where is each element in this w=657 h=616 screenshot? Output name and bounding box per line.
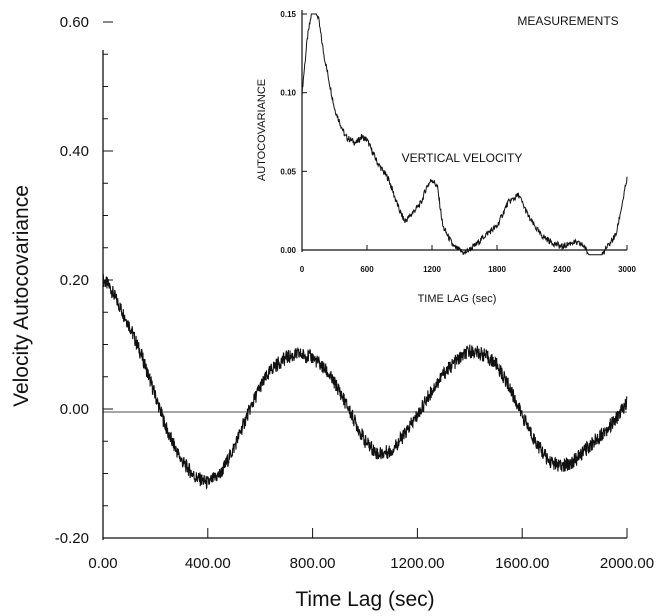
inset-annotation: VERTICAL VELOCITY — [402, 151, 523, 165]
inset-y-axis-label: AUTOCOVARIANCE — [256, 79, 268, 181]
main-x-axis-label: Time Lag (sec) — [295, 588, 434, 611]
main-y-tick-label: 0.20 — [60, 272, 89, 289]
inset-chart: 0.00 0.05 0.10 0.15 0 600 1200 1800 2400 3000 ME… — [256, 6, 655, 306]
inset-title: MEASUREMENTS — [517, 14, 618, 28]
main-x-tick-label: 2000.00 — [600, 555, 654, 572]
main-x-tick-label: 800.00 — [290, 555, 336, 572]
inset-y-tick-label: 0.10 — [280, 89, 296, 98]
main-series-line — [102, 274, 628, 490]
inset-x-tick-label: 1200 — [423, 265, 441, 274]
inset-x-axis-label: TIME LAG (sec) — [418, 293, 497, 305]
main-y-tick-label: 0.40 — [60, 143, 89, 160]
inset-x-tick-label: 3000 — [618, 265, 636, 274]
main-y-tick-label: -0.20 — [55, 530, 89, 547]
main-x-tick-label: 0.00 — [88, 555, 117, 572]
inset-x-tick-label: 600 — [360, 265, 374, 274]
main-x-ticks: 0.00 400.00 800.00 1200.00 1600.00 2000.00 — [88, 528, 654, 572]
inset-background — [270, 6, 655, 306]
main-chart: -0.20 0.00 0.20 0.40 0.60 0.00 400.00 800.00 12… — [10, 14, 654, 611]
inset-x-tick-label: 0 — [300, 265, 305, 274]
inset-y-tick-label: 0.15 — [280, 10, 296, 19]
inset-y-tick-label: 0.05 — [280, 167, 296, 176]
main-y-ticks: -0.20 0.00 0.20 0.40 0.60 — [55, 14, 113, 547]
inset-y-tick-label: 0.00 — [280, 246, 296, 255]
main-y-axis-label: Velocity Autocovariance — [10, 185, 33, 407]
main-x-tick-label: 1200.00 — [390, 555, 444, 572]
main-y-tick-label: 0.00 — [60, 401, 89, 418]
inset-x-tick-label: 2400 — [553, 265, 571, 274]
inset-x-tick-label: 1800 — [488, 265, 506, 274]
main-x-tick-label: 400.00 — [185, 555, 231, 572]
inset-series-line — [301, 13, 628, 256]
inset-y-ticks: 0.00 0.05 0.10 0.15 — [280, 10, 307, 255]
main-x-tick-label: 1600.00 — [495, 555, 549, 572]
main-y-tick-label: 0.60 — [60, 14, 89, 31]
